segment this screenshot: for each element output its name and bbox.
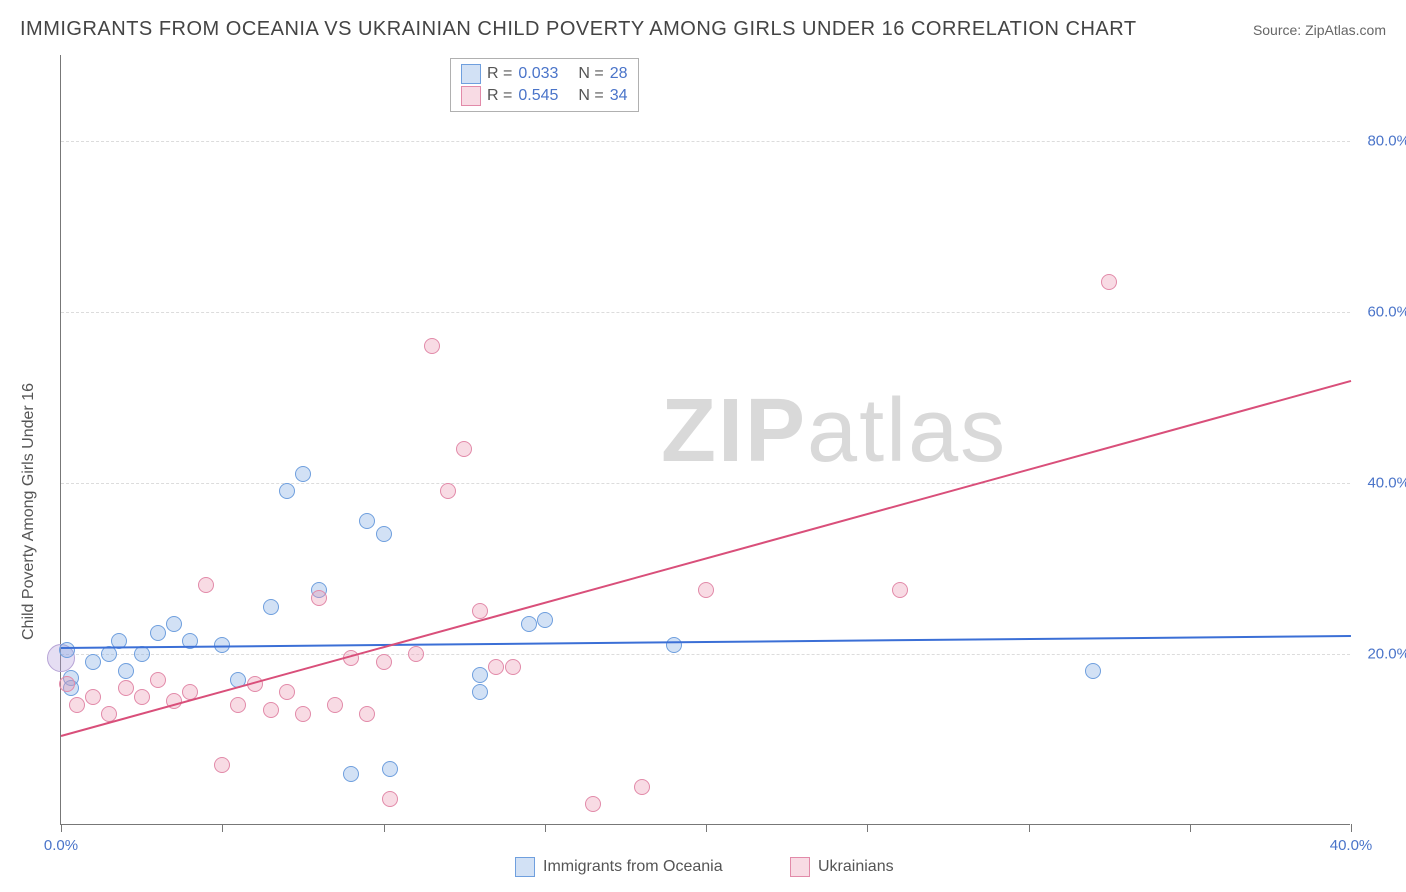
- scatter-point: [230, 697, 246, 713]
- scatter-point: [382, 761, 398, 777]
- scatter-point: [295, 466, 311, 482]
- scatter-point: [343, 766, 359, 782]
- scatter-point: [505, 659, 521, 675]
- y-axis-label: Child Poverty Among Girls Under 16: [20, 383, 38, 640]
- scatter-point: [311, 590, 327, 606]
- legend-r-value: 0.545: [518, 85, 558, 107]
- scatter-point: [472, 684, 488, 700]
- scatter-point: [521, 616, 537, 632]
- legend-r-label: R =: [487, 85, 512, 107]
- x-tick: [1351, 824, 1352, 832]
- scatter-point: [327, 697, 343, 713]
- scatter-point: [214, 757, 230, 773]
- scatter-point: [166, 616, 182, 632]
- scatter-point: [488, 659, 504, 675]
- legend-n-value: 28: [610, 63, 628, 85]
- scatter-point: [472, 667, 488, 683]
- x-tick: [61, 824, 62, 832]
- scatter-point: [59, 642, 75, 658]
- legend-n-label: N =: [578, 85, 603, 107]
- grid-line: [61, 654, 1350, 655]
- scatter-point: [263, 702, 279, 718]
- grid-line: [61, 312, 1350, 313]
- legend-swatch: [515, 857, 535, 877]
- chart-title: IMMIGRANTS FROM OCEANIA VS UKRAINIAN CHI…: [20, 18, 1137, 41]
- scatter-point: [424, 338, 440, 354]
- scatter-point: [472, 603, 488, 619]
- series-legend: Immigrants from Oceania: [515, 857, 723, 877]
- trend-line: [61, 635, 1351, 649]
- legend-n-label: N =: [578, 63, 603, 85]
- scatter-point: [666, 637, 682, 653]
- grid-line: [61, 141, 1350, 142]
- correlation-legend: R = 0.033 N = 28 R = 0.545 N = 34: [450, 58, 639, 112]
- scatter-point: [1101, 274, 1117, 290]
- series-legend: Ukrainians: [790, 857, 894, 877]
- scatter-point: [698, 582, 714, 598]
- legend-r-value: 0.033: [518, 63, 558, 85]
- scatter-point: [295, 706, 311, 722]
- scatter-point: [279, 684, 295, 700]
- scatter-point: [408, 646, 424, 662]
- grid-line: [61, 483, 1350, 484]
- scatter-point: [85, 689, 101, 705]
- x-tick-label: 40.0%: [1330, 837, 1373, 854]
- x-tick: [222, 824, 223, 832]
- scatter-point: [892, 582, 908, 598]
- scatter-point: [150, 625, 166, 641]
- scatter-point: [263, 599, 279, 615]
- scatter-point: [118, 663, 134, 679]
- x-tick: [1029, 824, 1030, 832]
- scatter-point: [198, 577, 214, 593]
- y-tick-label: 60.0%: [1355, 303, 1406, 320]
- scatter-point: [85, 654, 101, 670]
- scatter-point: [585, 796, 601, 812]
- source-attribution: Source: ZipAtlas.com: [1253, 22, 1386, 38]
- scatter-point: [456, 441, 472, 457]
- legend-row: R = 0.033 N = 28: [461, 63, 628, 85]
- scatter-point: [359, 513, 375, 529]
- legend-n-value: 34: [610, 85, 628, 107]
- y-tick-label: 80.0%: [1355, 132, 1406, 149]
- x-tick: [1190, 824, 1191, 832]
- scatter-point: [376, 526, 392, 542]
- series-name: Immigrants from Oceania: [543, 858, 723, 876]
- scatter-point: [118, 680, 134, 696]
- legend-swatch: [790, 857, 810, 877]
- x-tick: [384, 824, 385, 832]
- y-tick-label: 40.0%: [1355, 474, 1406, 491]
- scatter-point: [440, 483, 456, 499]
- scatter-point: [69, 697, 85, 713]
- watermark: ZIPatlas: [661, 380, 1007, 483]
- scatter-point: [134, 689, 150, 705]
- legend-r-label: R =: [487, 63, 512, 85]
- series-name: Ukrainians: [818, 858, 894, 876]
- legend-row: R = 0.545 N = 34: [461, 85, 628, 107]
- plot-area: ZIPatlas 20.0%40.0%60.0%80.0%0.0%40.0%: [60, 55, 1350, 825]
- scatter-point: [537, 612, 553, 628]
- scatter-point: [376, 654, 392, 670]
- scatter-point: [279, 483, 295, 499]
- x-tick: [706, 824, 707, 832]
- watermark-bold: ZIP: [661, 381, 807, 481]
- scatter-point: [382, 791, 398, 807]
- x-tick: [867, 824, 868, 832]
- watermark-rest: atlas: [807, 381, 1007, 481]
- legend-swatch: [461, 64, 481, 84]
- trend-line: [61, 380, 1352, 737]
- x-tick-label: 0.0%: [44, 837, 78, 854]
- legend-swatch: [461, 86, 481, 106]
- scatter-point: [150, 672, 166, 688]
- x-tick: [545, 824, 546, 832]
- y-tick-label: 20.0%: [1355, 645, 1406, 662]
- scatter-point: [634, 779, 650, 795]
- scatter-point: [359, 706, 375, 722]
- scatter-point: [59, 676, 75, 692]
- scatter-point: [1085, 663, 1101, 679]
